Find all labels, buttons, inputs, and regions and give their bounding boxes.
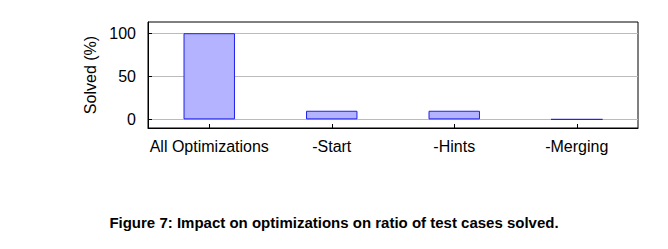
svg-text:-Merging: -Merging — [545, 138, 608, 155]
svg-text:-Start: -Start — [312, 138, 352, 155]
svg-text:0: 0 — [127, 111, 136, 128]
svg-text:50: 50 — [118, 68, 136, 85]
svg-text:Figure 7: Impact on optimizati: Figure 7: Impact on optimizations on rat… — [109, 214, 558, 231]
svg-text:100: 100 — [109, 25, 136, 42]
svg-text:-Hints: -Hints — [433, 138, 475, 155]
svg-text:All Optimizations: All Optimizations — [150, 138, 269, 155]
svg-text:Solved (%): Solved (%) — [82, 36, 99, 114]
